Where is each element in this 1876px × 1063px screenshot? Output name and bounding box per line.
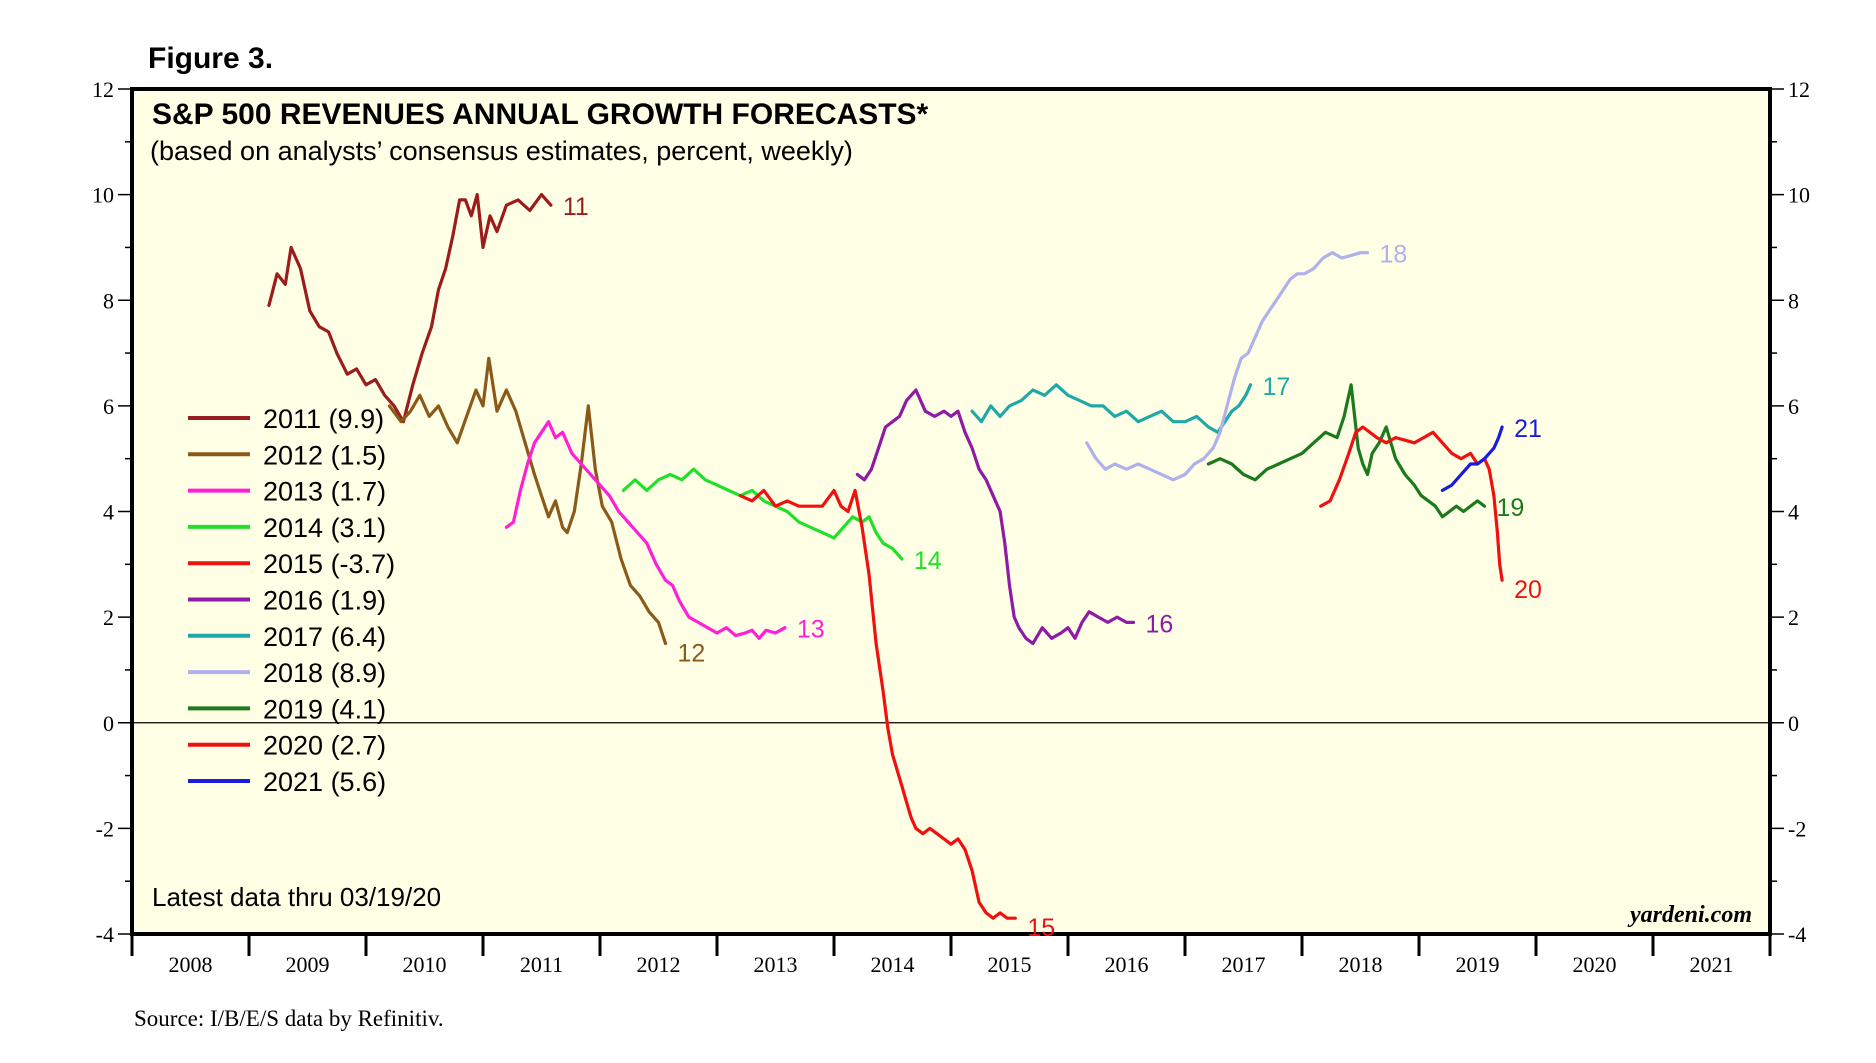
series-line-15: [738, 488, 1017, 920]
legend-entry: 2018 (8.9): [263, 658, 386, 688]
x-year-label: 2016: [1105, 952, 1149, 977]
y-tick-label-right: 6: [1788, 394, 1799, 419]
x-year-label: 2015: [988, 952, 1032, 977]
series-end-label-14: 14: [914, 547, 942, 575]
y-tick-label-left: 10: [92, 183, 114, 208]
y-tick-label-right: -4: [1788, 922, 1806, 947]
legend-entry: 2016 (1.9): [263, 586, 386, 616]
x-year-label: 2017: [1222, 952, 1266, 977]
series-lines: [267, 193, 1504, 920]
brand-label: yardeni.com: [1627, 902, 1752, 928]
x-year-label: 2014: [871, 952, 915, 977]
x-year-label: 2011: [520, 952, 563, 977]
series-end-label-11: 11: [563, 193, 589, 221]
series-end-label-18: 18: [1380, 241, 1408, 269]
y-tick-label-right: 12: [1788, 77, 1810, 102]
series-end-label-15: 15: [1027, 914, 1055, 942]
series-end-label-12: 12: [678, 640, 706, 668]
y-tick-label-left: 2: [103, 605, 114, 630]
latest-data-note: Latest data thru 03/19/20: [152, 882, 441, 912]
legend-entry: 2021 (5.6): [263, 767, 386, 797]
series-line-20: [1319, 425, 1504, 582]
axes: -4 -4 -2 -2 0 0 2 2 4 4 6 6 8 8 10 10 12 12 2008 2009 2010 20…: [92, 77, 1810, 977]
series-line-16: [855, 388, 1136, 646]
series-line-18: [1085, 251, 1370, 482]
chart-title: S&P 500 REVENUES ANNUAL GROWTH FORECASTS…: [152, 98, 929, 131]
legend: 2011 (9.9) 2012 (1.5) 2013 (1.7) 2014 (3.1)…: [188, 404, 395, 797]
end-labels: 11 12 13 14 15 16 17 18 19 20 21: [563, 193, 1542, 942]
y-tick-label-right: -2: [1788, 816, 1806, 841]
legend-entry: 2019 (4.1): [263, 694, 386, 724]
x-year-label: 2008: [169, 952, 213, 977]
series-end-label-21: 21: [1514, 415, 1542, 443]
x-year-label: 2018: [1339, 952, 1383, 977]
y-tick-label-left: 6: [103, 394, 114, 419]
legend-entry: 2017 (6.4): [263, 622, 386, 652]
y-tick-label-left: -4: [96, 922, 114, 947]
series-end-label-17: 17: [1263, 373, 1291, 401]
series-line-21: [1440, 425, 1504, 492]
legend-entry: 2013 (1.7): [263, 477, 386, 507]
legend-entry: 2012 (1.5): [263, 440, 386, 470]
series-end-label-19: 19: [1497, 494, 1525, 522]
y-tick-label-right: 2: [1788, 605, 1799, 630]
legend-entry: 2015 (-3.7): [263, 549, 395, 579]
series-line-19: [1206, 383, 1487, 519]
y-tick-label-left: 4: [103, 500, 114, 525]
legend-entry: 2011 (9.9): [263, 404, 384, 434]
y-tick-label-right: 0: [1788, 711, 1799, 736]
x-year-label: 2020: [1573, 952, 1617, 977]
series-line-11: [267, 193, 553, 424]
series-end-label-16: 16: [1146, 610, 1174, 638]
y-tick-label-right: 4: [1788, 500, 1799, 525]
y-tick-label-left: 12: [92, 77, 114, 102]
chart-subtitle: (based on analysts’ consensus estimates,…: [150, 136, 853, 166]
series-end-label-13: 13: [797, 616, 825, 644]
series-line-13: [504, 420, 787, 640]
source-note: Source: I/B/E/S data by Refinitiv.: [134, 1006, 444, 1031]
y-tick-label-right: 8: [1788, 288, 1799, 313]
x-year-label: 2012: [637, 952, 681, 977]
x-year-label: 2009: [286, 952, 330, 977]
y-tick-label-right: 10: [1788, 183, 1810, 208]
y-tick-label-left: -2: [96, 816, 114, 841]
figure-label: Figure 3.: [148, 42, 273, 75]
y-tick-label-left: 8: [103, 288, 114, 313]
x-year-label: 2019: [1456, 952, 1500, 977]
x-year-label: 2021: [1690, 952, 1734, 977]
y-tick-label-left: 0: [103, 711, 114, 736]
x-year-label: 2013: [754, 952, 798, 977]
series-line-12: [387, 356, 668, 646]
legend-entry: 2020 (2.7): [263, 731, 386, 761]
series-end-label-20: 20: [1514, 576, 1542, 604]
legend-entry: 2014 (3.1): [263, 513, 386, 543]
x-year-label: 2010: [403, 952, 447, 977]
